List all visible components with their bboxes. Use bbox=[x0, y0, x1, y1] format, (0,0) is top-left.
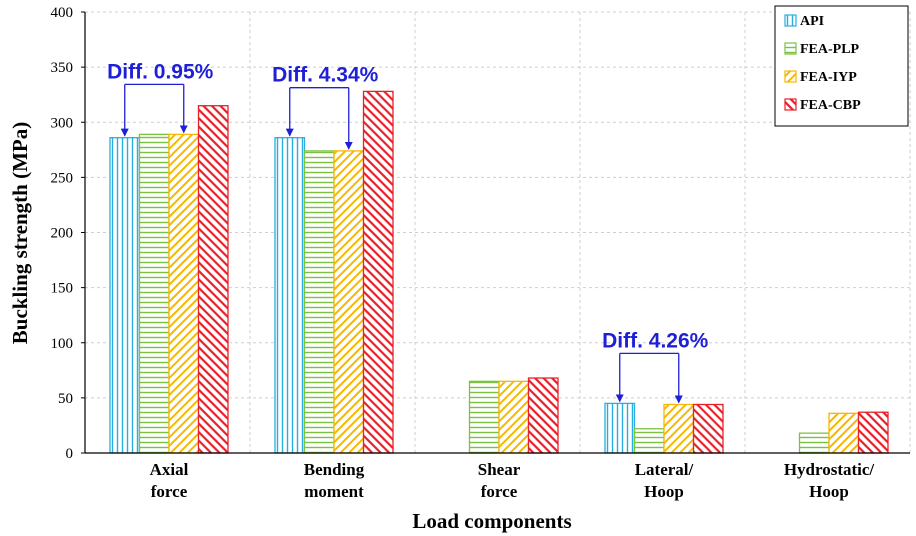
y-tick-label: 350 bbox=[51, 60, 74, 76]
bar-fea-plp-3 bbox=[633, 428, 665, 454]
bar-fea-iyp-0 bbox=[168, 133, 200, 454]
y-tick-label: 250 bbox=[51, 170, 74, 186]
legend-label-fea-plp: FEA-PLP bbox=[800, 42, 860, 57]
diff-annotation-label: Diff. 4.34% bbox=[272, 64, 379, 87]
y-tick-label: 50 bbox=[58, 391, 73, 407]
x-category-labels: Axial force Bending moment Shear force Lateral… bbox=[150, 460, 875, 501]
category-label: moment bbox=[304, 482, 364, 501]
category-label: force bbox=[151, 482, 188, 501]
bar-api-3 bbox=[604, 402, 636, 454]
legend: API FEA-PLP FEA-IYP FEA-CBP bbox=[774, 5, 909, 127]
bar-fea-plp-2 bbox=[468, 380, 500, 454]
legend-swatch-api bbox=[784, 14, 797, 27]
y-tick-label: 300 bbox=[51, 115, 74, 131]
y-tick-label: 150 bbox=[51, 281, 74, 297]
bar-fea-iyp-3 bbox=[663, 403, 695, 454]
bar-fea-cbp-3 bbox=[692, 403, 724, 454]
bar-fea-cbp-1 bbox=[362, 90, 394, 454]
legend-swatch-fea-iyp bbox=[784, 70, 797, 83]
diff-annotation-label: Diff. 0.95% bbox=[107, 60, 214, 83]
legend-label-api: API bbox=[800, 14, 824, 29]
legend-swatch-fea-cbp bbox=[784, 98, 797, 111]
bar-fea-iyp-1 bbox=[333, 150, 365, 454]
bar-fea-cbp-0 bbox=[197, 105, 229, 454]
bar-fea-plp-1 bbox=[303, 150, 335, 454]
category-label: Hoop bbox=[809, 482, 849, 501]
category-label: force bbox=[481, 482, 518, 501]
category-label: Hoop bbox=[644, 482, 684, 501]
y-tick-labels: 0 50 100 150 200 250 300 350 400 bbox=[51, 5, 85, 462]
y-tick-label: 0 bbox=[66, 446, 74, 462]
bar-fea-cbp-2 bbox=[527, 377, 559, 454]
y-tick-label: 100 bbox=[51, 336, 74, 352]
y-axis-title: Buckling strength (MPa) bbox=[8, 122, 32, 344]
gridlines bbox=[85, 11, 911, 453]
diff-annotation-label: Diff. 4.26% bbox=[602, 329, 709, 352]
legend-label-fea-cbp: FEA-CBP bbox=[800, 98, 861, 113]
legend-swatch-fea-plp bbox=[784, 42, 797, 55]
category-label: Lateral/ bbox=[635, 460, 694, 479]
category-label: Shear bbox=[478, 460, 521, 479]
bar-fea-cbp-4 bbox=[857, 411, 889, 454]
bar-fea-plp-0 bbox=[138, 133, 170, 454]
bar-fea-plp-4 bbox=[798, 432, 830, 454]
legend-label-fea-iyp: FEA-IYP bbox=[800, 70, 857, 85]
bar-fea-iyp-2 bbox=[498, 380, 530, 454]
category-label: Axial bbox=[150, 460, 189, 479]
x-axis-title: Load components bbox=[412, 509, 571, 533]
bar-api-0 bbox=[109, 137, 141, 454]
bars bbox=[109, 90, 889, 454]
bar-fea-iyp-4 bbox=[828, 412, 860, 454]
legend-box bbox=[774, 5, 909, 127]
bar-api-1 bbox=[274, 137, 306, 454]
annotations: Diff. 0.95% Diff. 4.34% Diff. 4.26% bbox=[107, 60, 709, 404]
category-label: Hydrostatic/ bbox=[784, 460, 875, 479]
y-tick-label: 400 bbox=[51, 5, 74, 21]
y-tick-label: 200 bbox=[51, 226, 74, 242]
category-label: Bending bbox=[304, 460, 365, 479]
